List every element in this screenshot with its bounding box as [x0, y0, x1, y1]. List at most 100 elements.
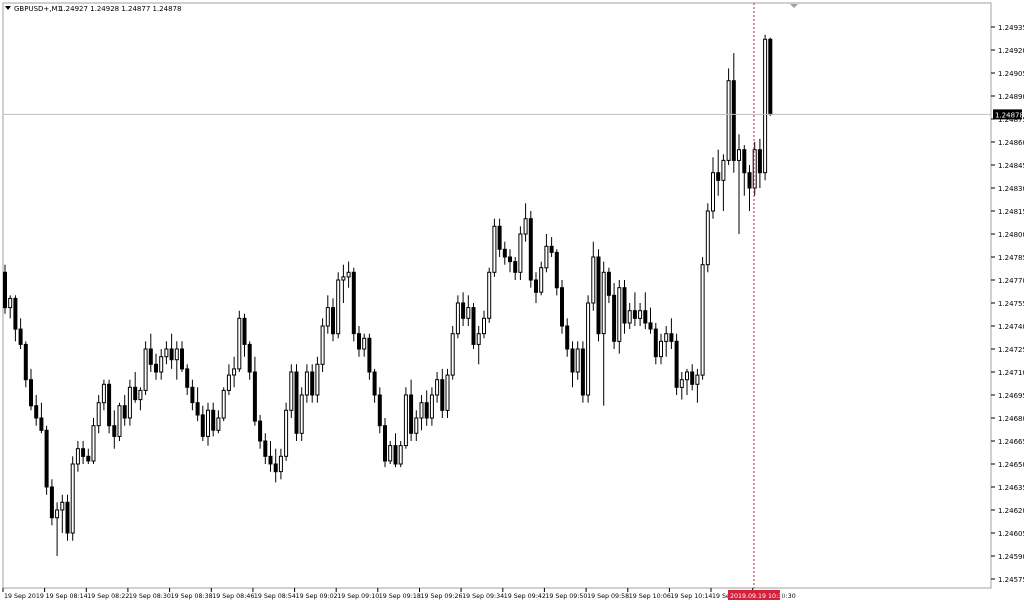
candle — [737, 134, 741, 234]
candle — [653, 322, 658, 365]
time-tick-label: 19 Sep 09:02 — [296, 593, 338, 600]
bear-candle-body — [570, 348, 575, 373]
triangle-down-icon[interactable] — [5, 6, 11, 10]
bear-candle-body — [508, 256, 512, 263]
candle — [357, 326, 361, 357]
candle — [237, 310, 242, 372]
candle — [487, 267, 492, 323]
chart-header: GBPUSD+,M1 1.24927 1.24928 1.24877 1.248… — [5, 5, 181, 13]
candle — [455, 295, 460, 339]
candle — [299, 387, 304, 441]
candle — [679, 372, 684, 400]
shift-marker-icon[interactable] — [790, 4, 798, 8]
candle — [643, 292, 648, 330]
candle — [403, 387, 408, 449]
bear-candle-body — [195, 402, 200, 416]
bear-candle-body — [596, 256, 601, 335]
candle — [206, 402, 210, 446]
candle — [143, 341, 148, 395]
bull-candle-body — [638, 310, 643, 319]
bear-candle-body — [242, 317, 247, 345]
candle — [8, 295, 13, 319]
time-tick-label: 19 Sep 08:54 — [254, 593, 296, 600]
bull-candle-body — [711, 172, 715, 212]
crosshair-time-tag-bg — [728, 590, 780, 600]
bear-candle-body — [247, 343, 252, 373]
candle — [263, 433, 268, 464]
candle — [648, 307, 653, 334]
bear-candle-body — [622, 287, 627, 324]
bear-candle-body — [39, 417, 44, 431]
candle — [461, 292, 466, 326]
bull-candle-body — [487, 271, 492, 319]
candle — [398, 441, 403, 468]
bear-candle-body — [351, 271, 356, 335]
price-tick-label: 1.24830 — [998, 185, 1024, 193]
candle — [726, 68, 731, 165]
candle — [252, 356, 257, 426]
candle — [117, 402, 122, 441]
candle — [424, 390, 429, 426]
bull-candle-body — [232, 368, 237, 376]
candle — [39, 402, 44, 434]
plot-area[interactable] — [2, 2, 992, 589]
bear-candle-body — [393, 445, 398, 465]
candle — [81, 441, 86, 464]
price-tick-label: 1.24740 — [998, 323, 1024, 331]
bull-candle-body — [721, 159, 726, 181]
bear-candle-body — [653, 328, 658, 358]
bear-candle-body — [440, 379, 445, 411]
bull-candle-body — [226, 374, 231, 391]
bear-candle-body — [65, 501, 70, 534]
bear-candle-body — [528, 218, 533, 281]
bear-candle-body — [44, 429, 49, 488]
candle — [159, 349, 164, 380]
candle — [523, 203, 528, 242]
candle — [508, 249, 512, 273]
candle — [440, 368, 445, 418]
price-tick-label: 1.24680 — [998, 415, 1024, 423]
price-tick-label: 1.24620 — [998, 507, 1024, 515]
bear-candle-body — [258, 420, 263, 442]
candle — [325, 295, 330, 334]
candle — [575, 341, 580, 380]
bull-candle-body — [289, 371, 294, 411]
price-tick-label: 1.24650 — [998, 461, 1024, 469]
bull-candle-body — [341, 276, 346, 281]
bull-candle-body — [388, 445, 393, 462]
candle — [29, 368, 33, 411]
candle — [96, 395, 101, 434]
candle — [164, 341, 169, 365]
candle — [247, 341, 252, 380]
bull-candle-body — [586, 302, 591, 396]
candle — [606, 267, 611, 303]
time-axis: 19 Sep 2019 19 Sep 08:14 19 Sep 08:22 19 Se… — [2, 588, 796, 600]
bear-candle-body — [23, 343, 28, 381]
candle — [476, 326, 481, 365]
bull-candle-body — [315, 363, 320, 396]
candle — [55, 502, 60, 556]
candle — [226, 364, 231, 395]
bear-candle-body — [742, 149, 747, 174]
candle — [101, 379, 106, 411]
bull-candle-body — [575, 348, 580, 373]
candle — [669, 318, 674, 349]
candle — [429, 387, 434, 426]
candle — [695, 368, 700, 403]
price-tick-label: 1.24800 — [998, 231, 1024, 239]
bear-candle-body — [497, 225, 502, 250]
candle — [180, 341, 184, 372]
price-tick-label: 1.24695 — [998, 392, 1024, 400]
candle — [13, 295, 18, 342]
candle — [445, 368, 450, 418]
bull-candle-body — [617, 287, 622, 342]
bear-candle-body — [200, 414, 205, 437]
candle — [752, 142, 757, 196]
candle — [518, 226, 523, 280]
time-tick-label: 19 Sep 09:34 — [462, 593, 504, 600]
candle — [49, 479, 54, 526]
candle — [195, 387, 200, 422]
price-tick-label: 1.24575 — [998, 576, 1024, 584]
